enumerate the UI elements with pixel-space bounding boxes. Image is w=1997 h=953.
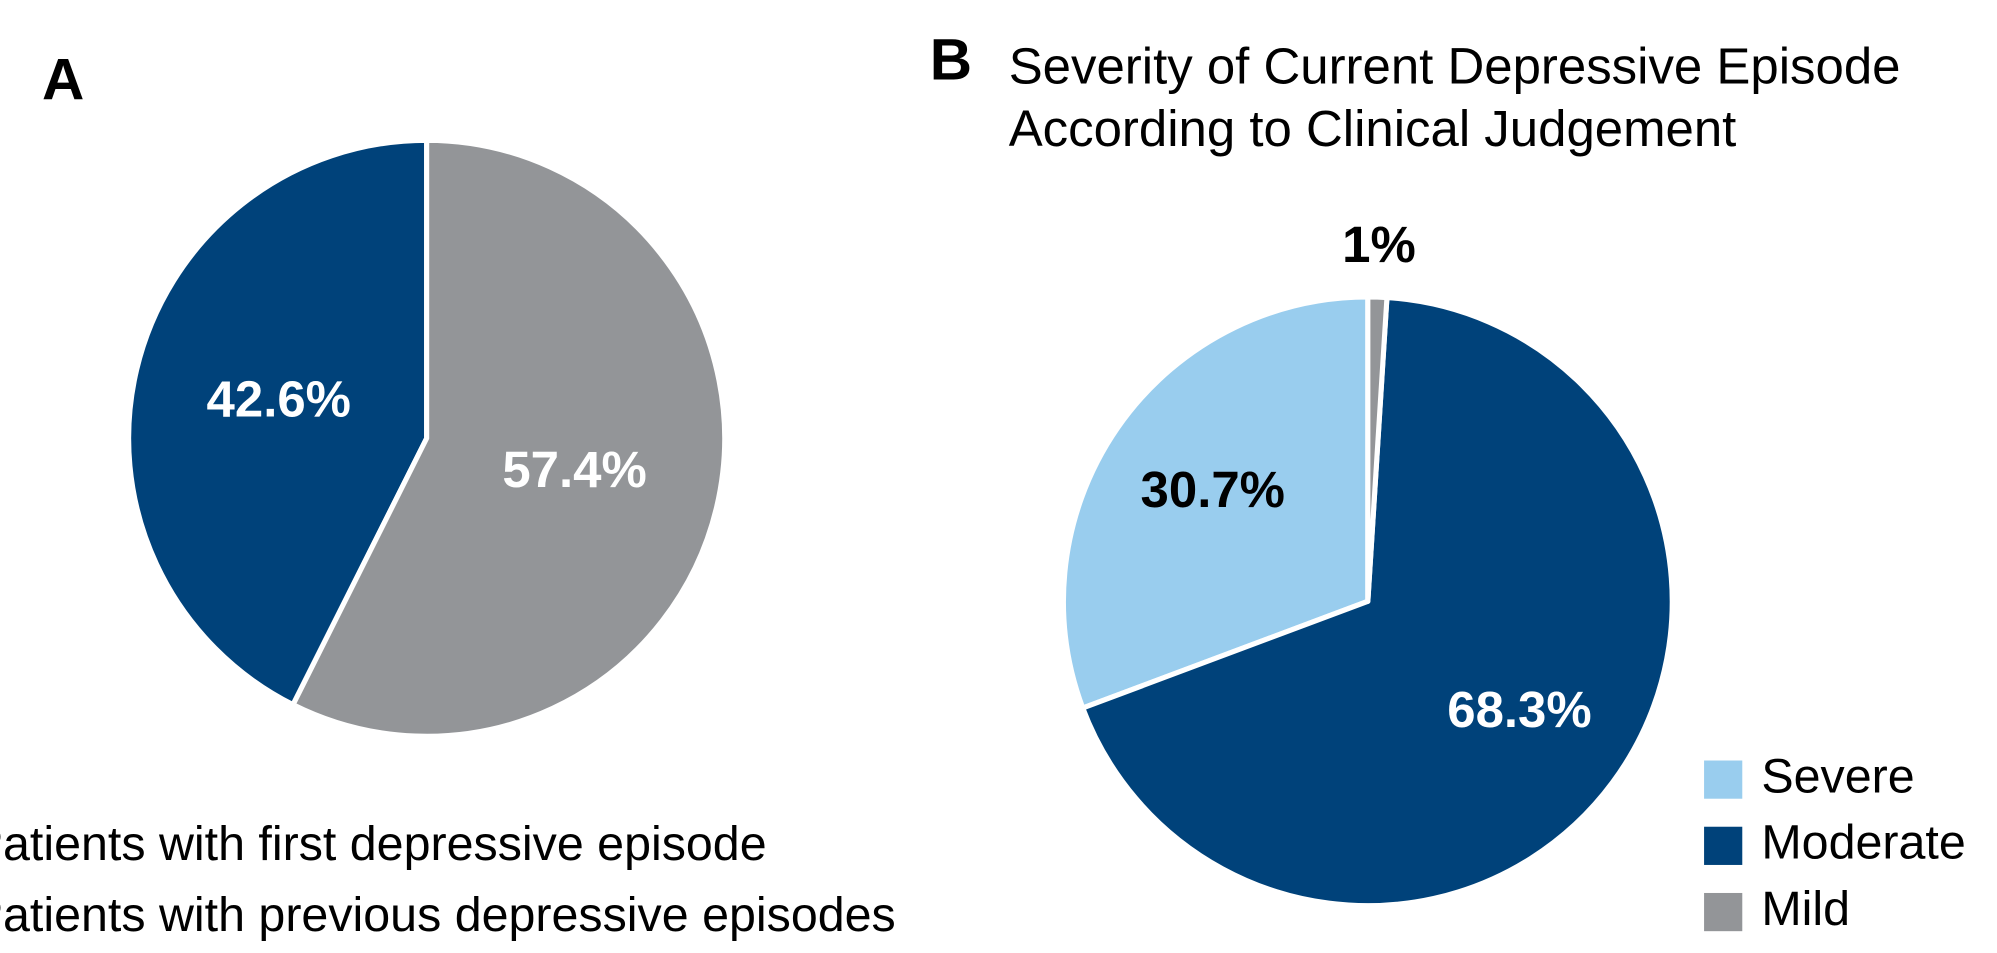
panel-label: A (42, 48, 84, 113)
panel-label: B (930, 27, 972, 92)
chart-title: Severity of Current Depressive Episode (1009, 38, 1901, 95)
data-label: 42.6% (207, 371, 351, 428)
pie-slice (1060, 294, 1371, 711)
legend-label: Patients with first depressive episode (0, 817, 767, 871)
data-label: 68.3% (1447, 681, 1591, 738)
legend-swatch (1704, 826, 1743, 865)
pie-slice (1080, 294, 1675, 909)
data-label: 1% (1342, 216, 1416, 273)
legend-label: Severe (1761, 749, 1914, 803)
legend-label: Mild (1761, 882, 1850, 936)
legend-label: Patients with previous depressive episod… (0, 888, 896, 942)
data-label: 30.7% (1141, 461, 1285, 518)
legend-swatch (1704, 892, 1743, 932)
pie-slice (1365, 294, 1390, 604)
pie-slice (126, 137, 430, 708)
pie-slice (290, 137, 728, 739)
data-label: 57.4% (502, 441, 646, 498)
legend-label: Moderate (1761, 816, 1965, 870)
legend-swatch (1704, 760, 1743, 799)
chart-title: According to Clinical Judgement (1009, 100, 1737, 157)
